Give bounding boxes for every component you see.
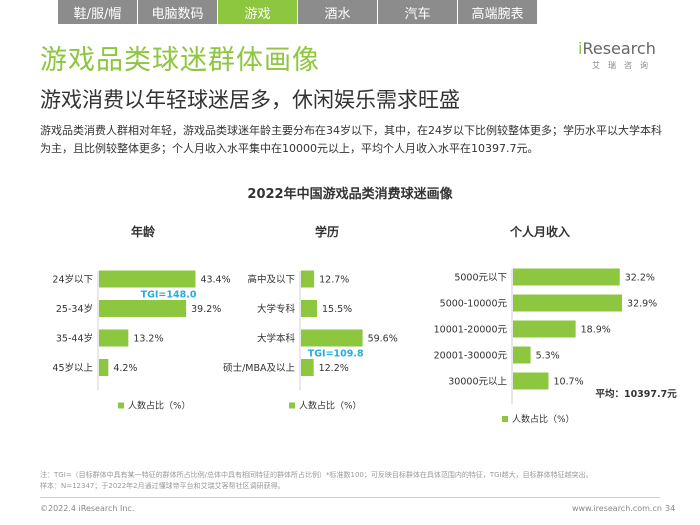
bar-2-1 [513,294,623,312]
bar-1-3 [301,359,314,376]
panel-title-0: 年龄 [131,224,156,239]
legend-swatch-1 [289,402,295,409]
logo-subtext: 艾瑞咨询 [592,61,656,70]
website-link[interactable]: www.iresearch.com.cn [572,504,662,513]
page-title: 游戏品类球迷群体画像 [40,45,320,76]
bar-0-0 [99,270,196,288]
bar-1-2 [301,329,363,347]
category-label-1-0: 高中及以下 [247,274,295,286]
value-label-0-0: 43.4% [200,275,230,286]
legend-swatch-2 [502,416,508,422]
copyright: ©2022.4 iResearch Inc. [40,504,135,513]
tgi-annotation-1: TGI=109.8 [308,349,364,360]
tab-liquor[interactable]: 酒水 [298,0,377,24]
charts-canvas: 年龄 24岁以下 43.4%TGI=148.0 25-34岁 39.2% 35-44岁 13… [52,224,677,425]
logo-research: Research [582,39,656,58]
value-label-2-0: 32.2% [625,273,655,284]
footer-divider [40,497,660,498]
value-label-1-0: 12.7% [319,275,349,286]
bar-1-1 [301,300,318,317]
category-tabs: 鞋/服/帽 电脑数码 游戏 酒水 汽车 高端腕表 [58,0,538,24]
legend-label-2: 人数占比（%） [512,413,575,425]
page-subtitle: 游戏消费以年轻球迷居多，休闲娱乐需求旺盛 [40,88,460,112]
tab-digital[interactable]: 电脑数码 [138,0,217,24]
category-label-2-0: 5000元以下 [454,273,507,284]
category-label-2-4: 30000元以上 [448,377,507,388]
bar-2-2 [513,320,576,338]
logo-i: i [578,39,583,58]
value-label-2-2: 18.9% [581,325,611,336]
value-label-1-3: 12.2% [319,363,349,374]
tab-games[interactable]: 游戏 [218,0,297,24]
bar-2-3 [513,346,531,364]
value-label-2-4: 10.7% [553,377,583,388]
tab-automobile[interactable]: 汽车 [378,0,457,24]
footnote: 注：TGI=（目标群体中具有某一特征的群体所占比例/总体中具有相同特征的群体所占… [40,470,670,492]
page-number: 34 [665,504,676,513]
tab-luxury-watch[interactable]: 高端腕表 [458,0,537,24]
value-label-0-1: 39.2% [191,304,221,315]
bar-1-0 [301,270,315,288]
bar-0-1 [99,300,187,317]
category-label-1-3: 硕士/MBA及以上 [223,362,295,374]
category-label-1-1: 大学专科 [257,303,296,315]
panel-title-2: 个人月收入 [509,224,570,239]
footnote-line-2: 样本：N=12347；于2022年2月通过懂球帝平台和艾瑞艾客帮社区调研获得。 [40,482,285,490]
tab-shoes-clothing[interactable]: 鞋/服/帽 [58,0,137,24]
legend-swatch-0 [118,402,124,409]
chart-title: 2022年中国游戏品类消费球迷画像 [247,187,453,202]
panel-title-1: 学历 [315,224,339,239]
value-label-0-2: 13.2% [133,334,163,345]
bar-2-0 [513,268,620,286]
value-label-2-3: 5.3% [536,351,560,362]
category-label-0-1: 25-34岁 [56,303,93,315]
category-label-0-0: 24岁以下 [52,274,93,286]
category-label-1-2: 大学本科 [257,333,296,345]
value-label-2-1: 32.9% [627,299,657,310]
value-label-0-3: 4.2% [113,363,137,374]
category-label-0-3: 45岁以上 [52,362,93,374]
category-label-0-2: 35-44岁 [56,333,93,345]
value-label-1-1: 15.5% [322,304,352,315]
legend-label-1: 人数占比（%） [299,400,362,412]
category-label-2-3: 20001-30000元 [434,351,508,362]
category-label-2-1: 5000-10000元 [440,299,508,310]
iresearch-logo: iResearch 艾瑞咨询 [578,39,662,71]
bar-0-2 [99,329,129,347]
legend-label-0: 人数占比（%） [128,400,191,412]
bar-2-4 [513,372,549,390]
bar-0-3 [99,359,109,376]
logo-wordmark: iResearch [578,39,662,58]
category-label-2-2: 10001-20000元 [434,325,508,336]
average-annotation-2: 平均：10397.7元 [595,388,677,400]
value-label-1-2: 59.6% [368,334,398,345]
footnote-line-1: 注：TGI=（目标群体中具有某一特征的群体所占比例/总体中具有相同特征的群体所占… [40,471,593,479]
tgi-annotation-0: TGI=148.0 [141,290,197,301]
page-description: 游戏品类消费人群相对年轻，游戏品类球迷年龄主要分布在34岁以下，其中，在24岁以… [40,124,662,155]
